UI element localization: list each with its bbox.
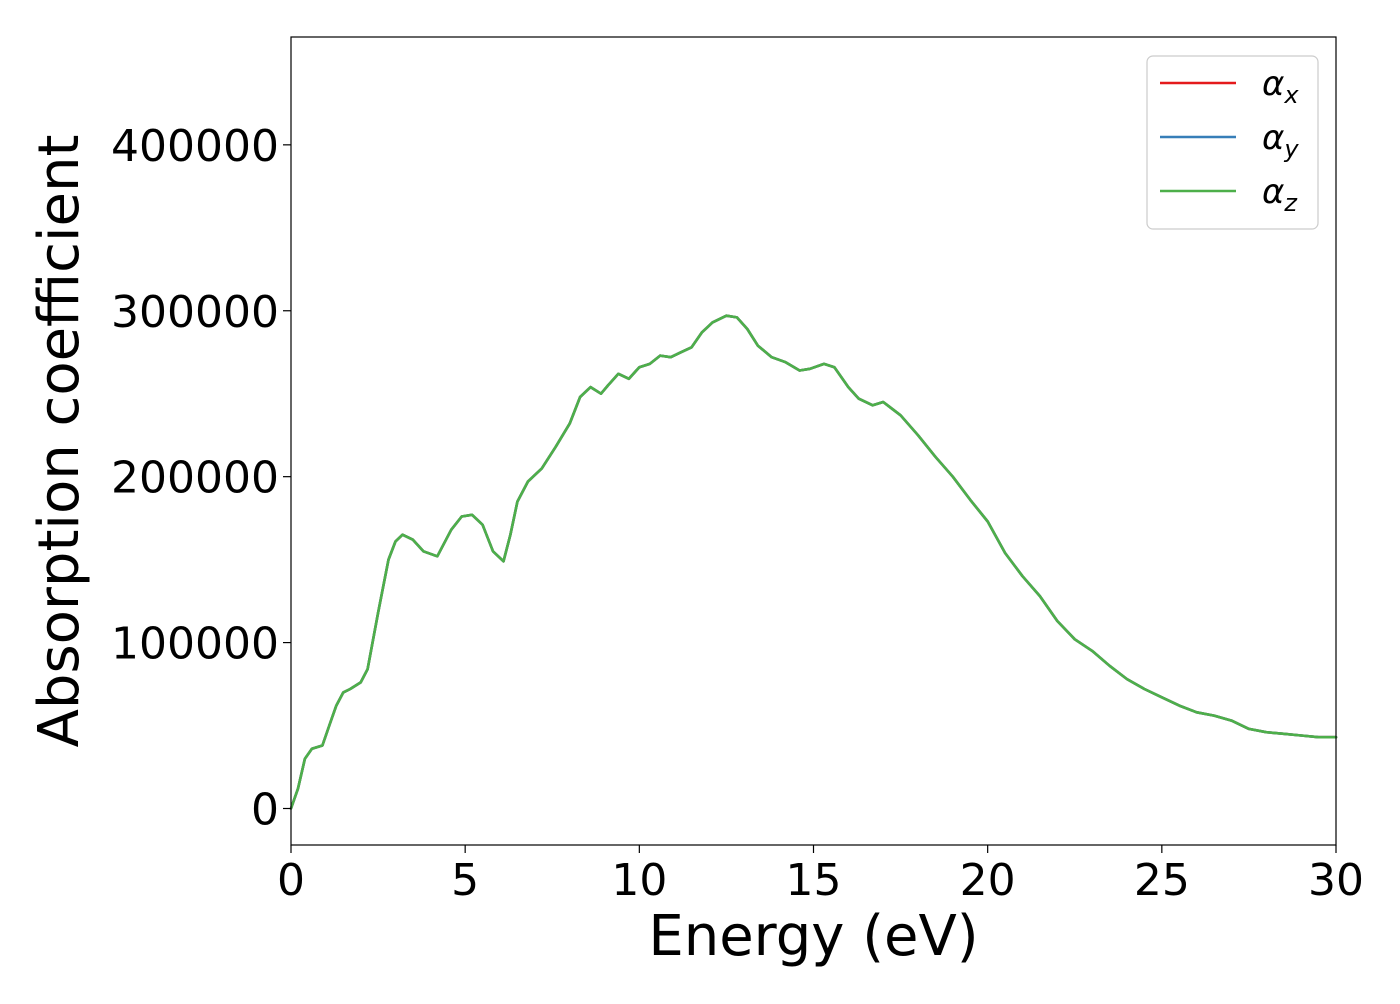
x-tick-label: 10 <box>611 855 667 906</box>
legend-label-subscript: x <box>1283 81 1299 109</box>
axis-ticks: 0 5 10 15 20 25 30 0 100000 200000 300000 400000 <box>111 121 1364 906</box>
x-axis-title: Energy (eV) <box>648 904 978 969</box>
series-lines <box>289 314 1338 810</box>
y-tick-label: 0 <box>251 784 279 835</box>
series-line-z <box>289 314 1338 810</box>
y-axis-title: Absorption coefficient <box>27 135 92 748</box>
legend-label-subscript: y <box>1283 135 1299 163</box>
x-tick-label: 15 <box>786 855 842 906</box>
x-tick-label: 30 <box>1308 855 1364 906</box>
x-tick-label: 5 <box>451 855 479 906</box>
y-tick-label: 200000 <box>111 453 279 504</box>
x-tick-label: 20 <box>960 855 1016 906</box>
y-tick-label: 100000 <box>111 619 279 670</box>
x-tick-label: 0 <box>277 855 305 906</box>
legend-box <box>1146 55 1319 230</box>
legend-label-y: αy <box>1262 118 1299 163</box>
legend-label-x: αx <box>1262 64 1299 109</box>
x-tick-label: 25 <box>1134 855 1190 906</box>
y-tick-label: 300000 <box>111 287 279 338</box>
y-tick-label: 400000 <box>111 121 279 172</box>
legend-label-subscript: z <box>1283 189 1298 217</box>
